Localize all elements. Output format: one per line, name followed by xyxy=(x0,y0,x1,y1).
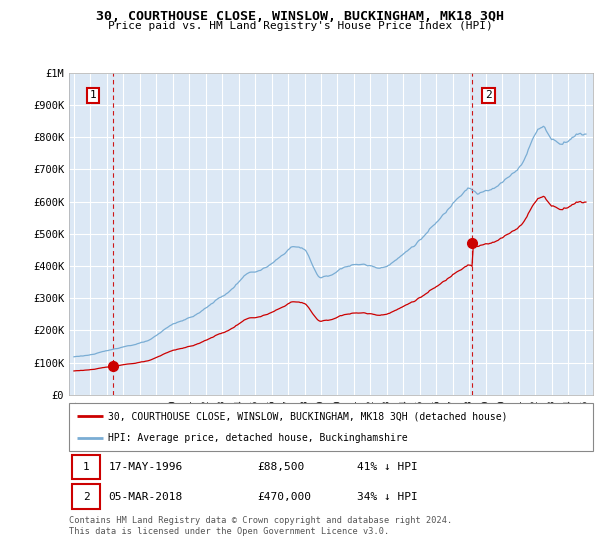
Bar xyxy=(71,484,100,509)
Text: Price paid vs. HM Land Registry's House Price Index (HPI): Price paid vs. HM Land Registry's House … xyxy=(107,21,493,31)
Text: 34% ↓ HPI: 34% ↓ HPI xyxy=(357,492,418,502)
Text: 05-MAR-2018: 05-MAR-2018 xyxy=(108,492,182,502)
Text: £470,000: £470,000 xyxy=(257,492,311,502)
Text: HPI: Average price, detached house, Buckinghamshire: HPI: Average price, detached house, Buck… xyxy=(108,433,408,443)
Bar xyxy=(71,455,100,479)
Text: Contains HM Land Registry data © Crown copyright and database right 2024.
This d: Contains HM Land Registry data © Crown c… xyxy=(69,516,452,536)
Text: 30, COURTHOUSE CLOSE, WINSLOW, BUCKINGHAM, MK18 3QH: 30, COURTHOUSE CLOSE, WINSLOW, BUCKINGHA… xyxy=(96,10,504,23)
Text: 1: 1 xyxy=(83,462,89,472)
Text: 41% ↓ HPI: 41% ↓ HPI xyxy=(357,462,418,472)
Text: 1: 1 xyxy=(90,90,97,100)
Text: 30, COURTHOUSE CLOSE, WINSLOW, BUCKINGHAM, MK18 3QH (detached house): 30, COURTHOUSE CLOSE, WINSLOW, BUCKINGHA… xyxy=(108,411,508,421)
Text: £88,500: £88,500 xyxy=(257,462,305,472)
Text: 2: 2 xyxy=(83,492,89,502)
Text: 2: 2 xyxy=(485,90,492,100)
Text: 17-MAY-1996: 17-MAY-1996 xyxy=(108,462,182,472)
